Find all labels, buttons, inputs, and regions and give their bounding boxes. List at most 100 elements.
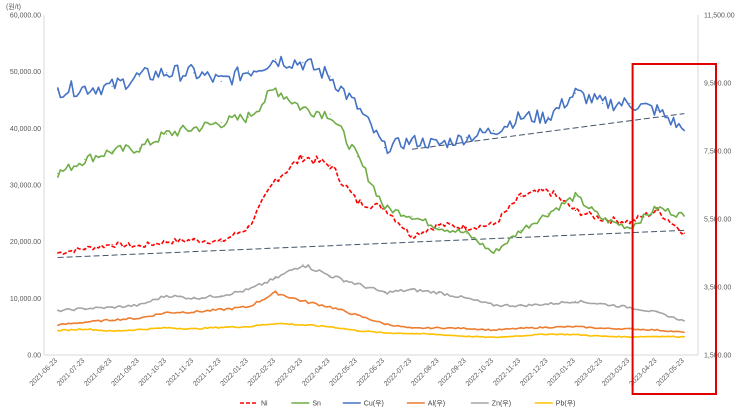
data-point [220,122,222,124]
series-line-4 [57,264,685,322]
right-tick-label: 3,500.00 [704,285,731,292]
data-point [683,320,685,322]
x-tick-label: 2023-01-23 [547,357,577,387]
legend: Ni Sn Cu(우) Al(우) Zn(우) Pb(우) [240,400,575,408]
data-point [111,330,113,332]
data-point [411,332,413,335]
series-line-1 [56,87,686,254]
data-point [465,232,467,234]
data-point [356,106,358,108]
series-line-5 [57,322,685,339]
data-point [138,317,140,319]
data-point [493,304,495,306]
right-tick-label: 11,500.00 [704,13,735,20]
data-point [138,75,140,77]
series-line-3 [57,290,685,334]
data-point [356,201,358,203]
plot-area [43,15,699,356]
data-point [438,292,440,294]
data-point [247,226,249,229]
data-point [329,75,331,77]
trendlines [57,113,685,259]
data-point [547,116,549,118]
data-point [493,224,495,226]
left-tick-label: 50,000.00 [10,69,41,76]
data-point [302,62,304,64]
x-tick-label: 2021-10-23 [138,357,168,387]
x-tick-label: 2021-09-23 [111,357,141,387]
data-point [602,218,604,220]
series-line-0 [57,153,685,255]
data-point [57,330,59,332]
data-point [520,305,522,307]
data-point [111,243,113,246]
data-point [683,331,685,333]
data-point [247,116,249,118]
data-point [438,334,440,336]
data-point [220,241,222,243]
data-point [547,190,549,192]
x-tick-label: 2022-05-23 [329,357,359,387]
data-point [275,277,277,280]
data-point [166,72,168,74]
data-point [166,241,168,243]
data-point [57,173,59,175]
data-point [111,150,113,152]
x-tick-label: 2022-03-23 [274,357,304,387]
data-point [84,247,86,250]
data-point [84,158,86,161]
left-tick-label: 30,000.00 [10,183,41,190]
data-point [193,72,195,74]
x-tick-label: 2022-04-23 [301,357,331,387]
x-tick-label: 2022-02-23 [247,357,277,387]
data-point [247,289,249,291]
left-tick-label: 0.00 [27,353,41,360]
data-point [520,327,522,329]
data-point [57,252,59,254]
data-point [84,307,86,310]
right-tick-label: 5,500.00 [704,217,731,224]
trendline [57,229,685,259]
x-tick-label: 2021-11-23 [165,357,195,387]
data-point [683,232,685,234]
data-point [438,327,440,329]
data-point [138,147,140,149]
data-point [302,263,304,265]
x-tick-label: 2021-12-23 [192,357,222,387]
data-point [220,294,222,297]
data-point [602,102,604,104]
highlight-box [631,63,717,395]
data-point [193,297,195,299]
data-point [275,322,277,324]
data-point [302,300,304,302]
data-point [384,323,386,325]
left-tick-label: 60,000.00 [10,13,41,20]
data-point [111,306,113,308]
legend-label: Pb(우) [556,400,576,408]
data-point [275,88,277,90]
x-tick-label: 2022-11-23 [492,357,522,387]
data-point [111,85,113,87]
x-axis: 2021-06-232021-07-232021-08-232021-09-23… [29,357,686,387]
legend-label: Sn [312,401,321,408]
legend-label: Al(우) [428,400,445,408]
legend-label: Ni [261,401,268,408]
header-text: (원/t) [6,2,21,11]
data-point [302,156,304,158]
data-point [356,156,358,158]
data-point [329,113,331,115]
data-point [520,229,522,231]
highlight [631,63,717,395]
data-point [438,224,440,226]
x-tick-label: 2022-08-23 [410,357,440,387]
data-point [329,275,331,277]
data-point [57,89,59,91]
data-point [411,289,413,291]
x-tick-label: 2023-02-23 [574,357,604,387]
right-tick-label: 7,500.00 [704,149,731,156]
data-point [629,221,631,223]
data-point [193,328,195,330]
legend-label: Cu(우) [364,400,384,408]
x-tick-label: 2021-08-23 [83,357,113,387]
data-point [438,226,440,229]
